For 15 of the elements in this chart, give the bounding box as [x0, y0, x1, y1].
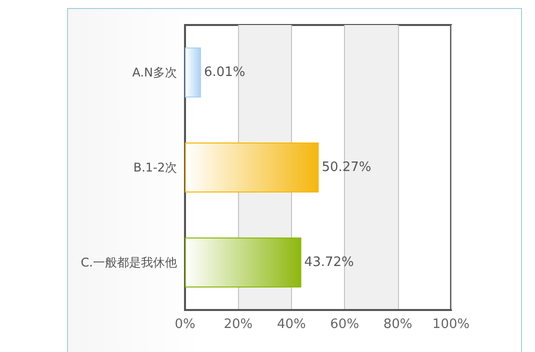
data-label: 50.27%	[322, 160, 372, 175]
x-tick-label: 100%	[432, 317, 470, 332]
x-tick-label: 40%	[276, 317, 306, 332]
bar	[185, 48, 201, 98]
bar	[185, 142, 319, 192]
x-tick-label: 20%	[224, 317, 253, 332]
x-tick-label: 60%	[330, 317, 360, 332]
x-tick-label: 80%	[383, 317, 412, 332]
x-tick-label: 0%	[174, 317, 196, 332]
bar	[185, 238, 302, 288]
data-label: 6.01%	[204, 65, 246, 80]
y-tick-label: A.N多次	[132, 66, 177, 80]
y-tick-label: C.一般都是我休他	[80, 256, 177, 270]
y-tick-label: B.1-2次	[133, 160, 177, 174]
data-label: 43.72%	[304, 255, 354, 270]
